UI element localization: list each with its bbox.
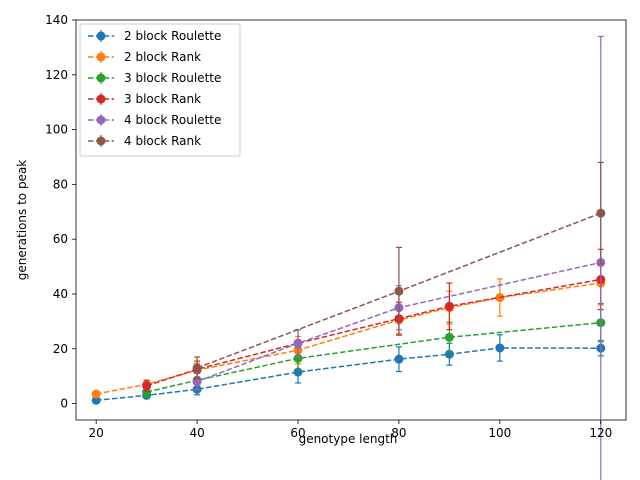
data-point — [394, 354, 404, 364]
data-point — [142, 381, 152, 391]
data-point — [293, 338, 303, 348]
legend-label: 4 block Rank — [124, 134, 201, 148]
legend-swatch-marker — [96, 115, 106, 125]
y-axis: 0 20 40 60 80 100 120 140 — [45, 13, 76, 411]
data-point — [293, 353, 303, 363]
data-point — [142, 387, 152, 397]
series-3 — [142, 302, 606, 399]
series-line — [196, 261, 601, 383]
data-point — [192, 363, 202, 373]
y-tick-label: 120 — [45, 68, 68, 82]
series-layer — [91, 35, 606, 480]
data-point — [91, 395, 101, 405]
series-line — [146, 278, 601, 387]
y-tick-label: 80 — [53, 177, 68, 191]
legend-swatch-marker — [96, 136, 106, 146]
data-point — [444, 332, 454, 342]
y-tick-label: 0 — [60, 397, 68, 411]
data-point — [495, 343, 505, 353]
legend-label: 4 block Roulette — [124, 113, 221, 127]
legend: 2 block Roulette 2 block Rank 3 block Roul… — [79, 23, 241, 157]
legend-swatch-marker — [96, 52, 106, 62]
legend-item: 4 block Roulette — [88, 113, 221, 127]
legend-label: 3 block Rank — [124, 92, 201, 106]
y-axis-label: generations to peak — [15, 160, 29, 281]
x-tick-label: 20 — [89, 426, 104, 440]
series-line — [96, 347, 601, 402]
legend-item: 2 block Rank — [88, 50, 201, 64]
x-tick-label: 120 — [589, 426, 612, 440]
legend-swatch-marker — [96, 73, 106, 83]
legend-item: 3 block Rank — [88, 92, 201, 106]
legend-item: 4 block Rank — [88, 134, 201, 148]
x-axis-label: genotype length — [299, 432, 398, 446]
legend-label: 2 block Rank — [124, 50, 201, 64]
data-point — [444, 301, 454, 311]
legend-item: 2 block Roulette — [88, 29, 221, 43]
legend-swatch-marker — [96, 31, 106, 41]
data-point — [596, 208, 606, 218]
x-tick-label: 80 — [391, 426, 406, 440]
legend-swatch-marker — [96, 94, 106, 104]
legend-label: 3 block Roulette — [124, 71, 221, 85]
y-tick-label: 40 — [53, 287, 68, 301]
series-6 — [192, 161, 606, 380]
x-tick-label: 40 — [189, 426, 204, 440]
data-point — [394, 286, 404, 296]
legend-label: 2 block Roulette — [124, 29, 221, 43]
legend-item: 3 block Roulette — [88, 71, 221, 85]
y-tick-label: 20 — [53, 342, 68, 356]
y-tick-label: 100 — [45, 123, 68, 137]
data-point — [91, 389, 101, 399]
x-axis: 20 40 60 80 100 120 — [89, 420, 612, 440]
legend-frame — [79, 23, 241, 157]
y-tick-label: 140 — [45, 13, 68, 27]
x-tick-label: 60 — [290, 426, 305, 440]
x-tick-label: 100 — [488, 426, 511, 440]
y-tick-label: 60 — [53, 232, 68, 246]
